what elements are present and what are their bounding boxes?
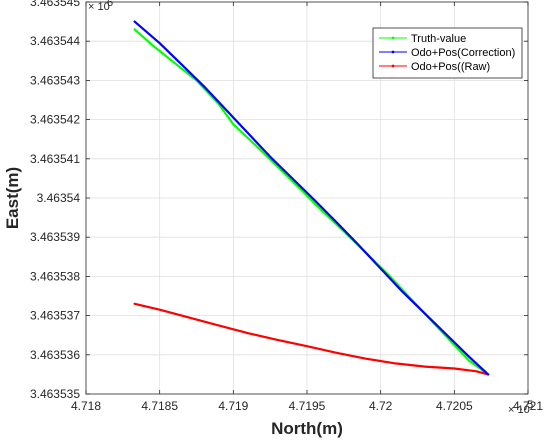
y-tick-label: 3.463536 (30, 348, 80, 362)
y-tick-label: 3.463538 (30, 269, 80, 283)
y-exponent-base: × 10 (88, 1, 110, 13)
x-tick-label: 4.721 (513, 399, 543, 413)
y-tick-label: 3.463542 (30, 113, 80, 127)
x-tick-label: 4.72 (369, 399, 393, 413)
grid (86, 2, 528, 394)
legend-label-2: Odo+Pos((Raw) (411, 61, 490, 73)
x-tick-label: 4.719 (218, 399, 248, 413)
legend-box (372, 27, 523, 79)
x-axis-label: North(m) (271, 419, 343, 438)
y-tick-label: 3.463541 (30, 152, 80, 166)
legend-marker-0 (391, 36, 395, 40)
series-line-2 (133, 302, 490, 376)
legend-label-1: Odo+Pos(Correction) (411, 47, 515, 59)
legend-marker-1 (391, 50, 395, 54)
y-tick-label: 3.46354 (37, 191, 81, 205)
x-tick-label: 4.7195 (289, 399, 326, 413)
legend-marker-2 (391, 64, 395, 68)
y-tick-label: 3.463535 (30, 387, 80, 401)
x-tick-label: 4.7205 (436, 399, 473, 413)
x-exponent-power: 5 (527, 399, 533, 411)
series-layer (133, 20, 490, 376)
legend-label-0: Truth-value (411, 33, 466, 45)
y-tick-label: 3.463539 (30, 230, 80, 244)
x-exponent-base: × 10 (508, 404, 530, 416)
x-tick-label: 4.718 (71, 399, 101, 413)
x-exponent: × 10 5 (508, 399, 533, 416)
legend: Truth-value Odo+Pos(Correction) Odo+Pos((R… (372, 27, 523, 79)
y-exponent-power: 6 (107, 0, 113, 9)
series-line-1 (133, 20, 490, 376)
y-tick-label: 3.463537 (30, 309, 80, 323)
ticks: 4.718 4.7185 4.719 4.7195 4.72 4.7205 4.721 3.4… (30, 0, 543, 413)
y-tick-label: 3.463544 (30, 34, 80, 48)
y-exponent: × 10 6 (88, 0, 113, 13)
x-tick-label: 4.7185 (141, 399, 178, 413)
y-tick-label: 3.463545 (30, 0, 80, 9)
y-tick-label: 3.463543 (30, 73, 80, 87)
y-axis-label: East(m) (3, 167, 22, 229)
